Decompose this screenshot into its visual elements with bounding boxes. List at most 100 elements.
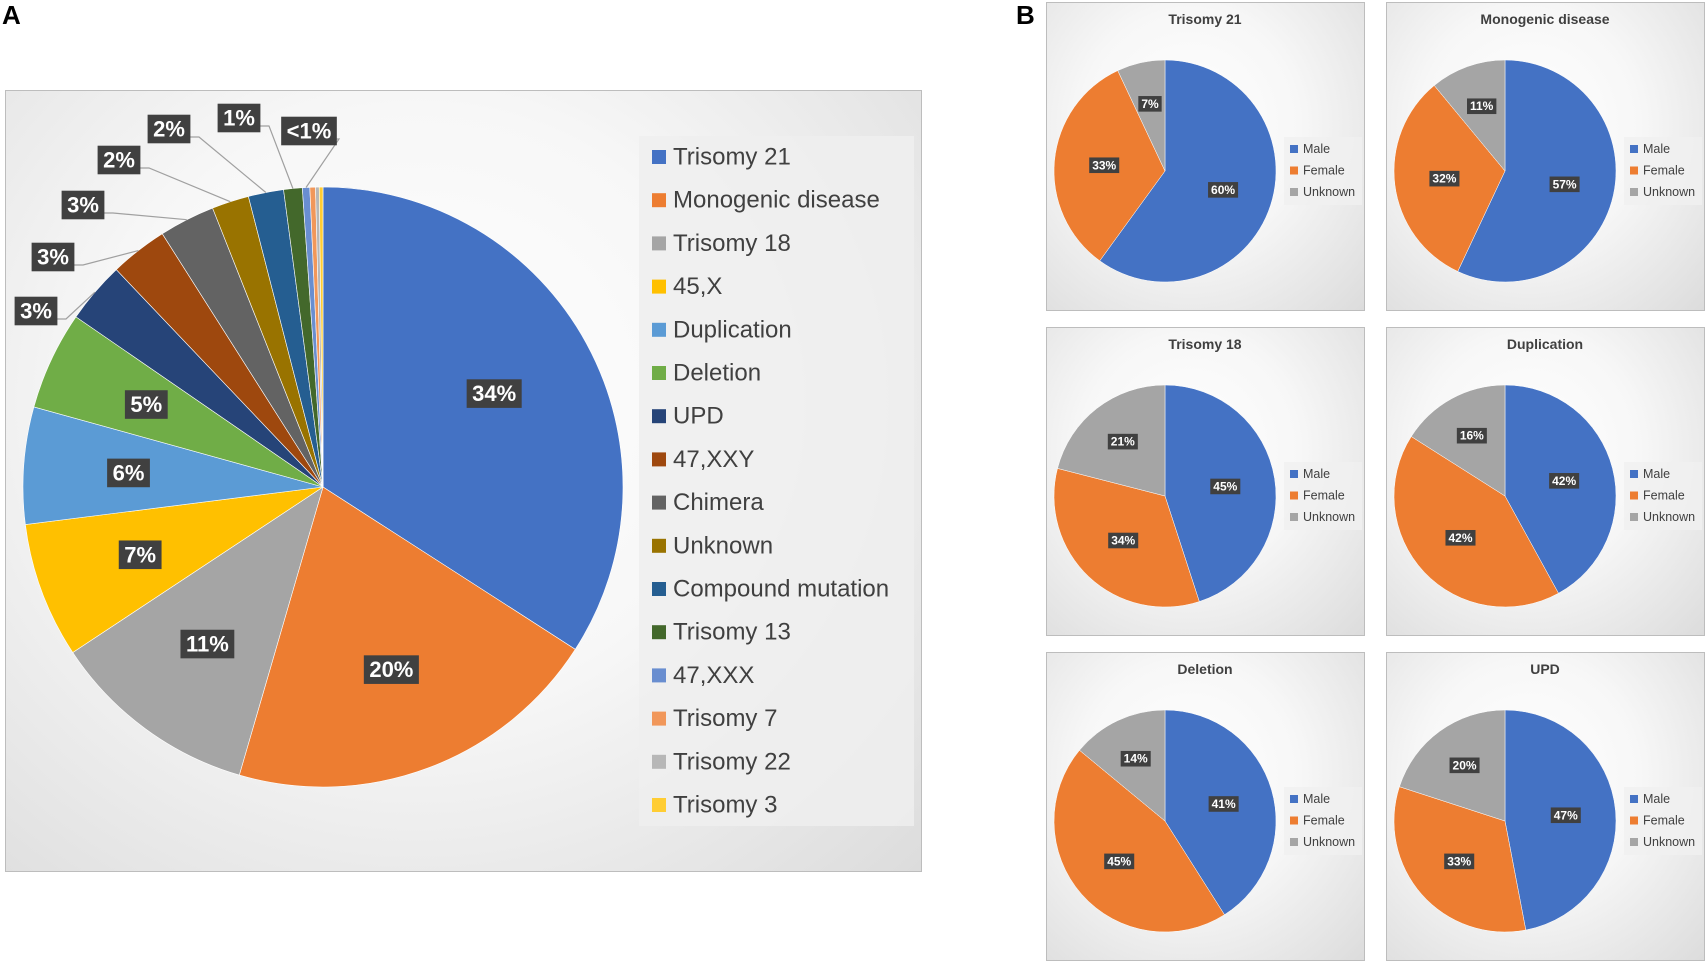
duplication-slice-male-label: 42% bbox=[1552, 474, 1576, 488]
legend-label-trisomy-22: Trisomy 22 bbox=[673, 748, 791, 775]
slice-chimera-label-box bbox=[61, 190, 105, 220]
trisomy-21-legend-swatch-male bbox=[1290, 145, 1298, 153]
duplication-slice-male-label-box bbox=[1549, 473, 1580, 489]
main-pie-svg: 34%20%11%7%6%5%3%3%3%2%2% 1%<1%Trisomy 21… bbox=[14, 103, 914, 826]
legend-swatch-compound-mutation bbox=[652, 582, 666, 596]
monogenic-disease-slice-male-label-group: 57% bbox=[1549, 176, 1580, 193]
legend-label-unknown: Unknown bbox=[673, 532, 773, 559]
trisomy-21-slice-female-label: 33% bbox=[1092, 158, 1116, 172]
trisomy-21-legend-label-female: Female bbox=[1303, 164, 1345, 178]
trisomy-18-slice-male-label: 45% bbox=[1213, 479, 1237, 493]
panel-a-letter: A bbox=[2, 0, 21, 30]
chart-title-deletion: Deletion bbox=[1177, 661, 1232, 677]
deletion-legend-swatch-female bbox=[1290, 816, 1298, 825]
trisomy-21-legend-label-male: Male bbox=[1303, 142, 1330, 156]
trisomy-18-legend-label-unknown: Unknown bbox=[1303, 510, 1355, 524]
legend-label-compound-mutation: Compound mutation bbox=[673, 576, 889, 603]
duplication-slice-male-label-group: 42% bbox=[1549, 473, 1580, 489]
slice-deletion-label: 5% bbox=[130, 392, 162, 417]
slice-upd-leader-line bbox=[56, 291, 96, 320]
trisomy-21-slice-female-label-box bbox=[1089, 157, 1120, 174]
duplication-slice-male bbox=[1504, 384, 1617, 594]
duplication-slice-unknown-label: 16% bbox=[1460, 429, 1484, 443]
sex-pie-svg-monogenic: Monogenic disease 57% 32% 11% Male Female Unkn… bbox=[1393, 11, 1702, 283]
monogenic-disease-slice-female-label: 32% bbox=[1432, 172, 1456, 186]
slice-45-x-label: 7% bbox=[124, 542, 156, 567]
sex-pie-chart-trisomy-21: Trisomy 21 60% 33% 7% Male Female Unknown bbox=[1046, 2, 1365, 311]
upd-slice-unknown-label-box bbox=[1449, 757, 1480, 774]
slice-unknown-label: 2% bbox=[103, 148, 135, 173]
legend-swatch-47-xxy bbox=[652, 452, 666, 467]
legend-label-trisomy-18: Trisomy 18 bbox=[673, 230, 791, 257]
monogenic-disease-slice-unknown-label: 11% bbox=[1470, 99, 1494, 113]
trisomy-18-slice-female-label-group: 34% bbox=[1108, 532, 1139, 549]
deletion-slice-female bbox=[1053, 749, 1225, 933]
chart-title-trisomy-18: Trisomy 18 bbox=[1168, 336, 1241, 352]
main-legend-background bbox=[639, 136, 914, 826]
legend-swatch-unknown bbox=[652, 538, 666, 553]
duplication-legend-label-male: Male bbox=[1643, 467, 1670, 481]
deletion-slice-female-label-box bbox=[1104, 853, 1135, 870]
deletion-slice-unknown-label-box bbox=[1120, 750, 1151, 767]
deletion-legend-swatch-male bbox=[1290, 795, 1298, 803]
legend-label-duplication: Duplication bbox=[673, 316, 792, 343]
slice-trisomy-21-label-box bbox=[466, 379, 522, 408]
main-pie-chart: 34% 20% 11% 7% 6% 5% 3% 3% 3% 2% 2% 1% <1% Trisomy 21… bbox=[5, 90, 922, 872]
deletion-slice-male bbox=[1164, 709, 1277, 916]
deletion-slice-unknown-label-group: 14% bbox=[1120, 750, 1151, 767]
trisomy-21-slice-unknown-label-group: 7% bbox=[1138, 96, 1162, 112]
trisomy-18-legend-swatch-female bbox=[1290, 491, 1298, 500]
upd-legend-label-male: Male bbox=[1643, 792, 1670, 806]
legend-swatch-trisomy-18 bbox=[652, 236, 666, 251]
trisomy-21-slice-male-label: 60% bbox=[1211, 183, 1235, 197]
monogenic-disease-legend: Male Female Unknown bbox=[1624, 137, 1702, 205]
upd-slice-unknown-label: 20% bbox=[1453, 758, 1477, 772]
slice-monogenic-disease-label-box bbox=[363, 655, 419, 684]
legend-label-trisomy-3: Trisomy 3 bbox=[673, 792, 777, 819]
sex-pie-chart-deletion: Deletion 41% 45% 14% Male Female Unknown bbox=[1046, 652, 1365, 961]
slice-compound-mutation-leader-line bbox=[189, 136, 267, 193]
trisomy-18-slice-female-label-box bbox=[1108, 532, 1139, 549]
legend-label-45-x: 45,X bbox=[673, 273, 722, 300]
slice-deletion-label-group: 5% bbox=[124, 390, 168, 419]
deletion-slice-female-label: 45% bbox=[1107, 854, 1131, 868]
trisomy-18-legend-swatch-male bbox=[1290, 470, 1298, 478]
monogenic-disease-legend-label-female: Female bbox=[1643, 164, 1685, 178]
slice-45-x bbox=[25, 486, 324, 653]
deletion-slice-male-label-group: 41% bbox=[1208, 796, 1239, 812]
deletion-slice-male-label-box bbox=[1208, 796, 1239, 812]
upd-slice-male-label-box bbox=[1550, 807, 1581, 824]
slice-duplication-label: 6% bbox=[113, 460, 145, 485]
upd-legend-swatch-female bbox=[1630, 816, 1638, 825]
monogenic-disease-legend-swatch-unknown bbox=[1630, 188, 1638, 196]
trisomy-18-legend: Male Female Unknown bbox=[1284, 462, 1362, 530]
upd-legend-swatch-male bbox=[1630, 795, 1638, 803]
slice-trisomy-13-label-group: 1% bbox=[217, 103, 261, 133]
duplication-legend-label-female: Female bbox=[1643, 489, 1685, 503]
slice-trisomy-21 bbox=[322, 186, 624, 650]
legend-swatch-trisomy-3 bbox=[652, 798, 666, 812]
slice-47-xxx-label-group: <1% bbox=[281, 116, 337, 146]
legend-swatch-chimera bbox=[652, 495, 666, 510]
legend-swatch-monogenic-disease bbox=[652, 193, 666, 208]
slice-trisomy-18-label-group: 11% bbox=[180, 629, 235, 659]
legend-label-chimera: Chimera bbox=[673, 489, 764, 516]
monogenic-disease-slice-female-label-group: 32% bbox=[1429, 170, 1460, 187]
duplication-slice-female-label-box bbox=[1445, 529, 1476, 546]
upd-slice-female-label-box bbox=[1444, 853, 1475, 870]
chart-title-monogenic-disease: Monogenic disease bbox=[1480, 11, 1609, 27]
slice-upd-label: 3% bbox=[20, 299, 52, 324]
upd-legend-label-unknown: Unknown bbox=[1643, 835, 1695, 849]
trisomy-21-slice-male-label-box bbox=[1208, 182, 1239, 198]
sex-pie-chart-monogenic: Monogenic disease 57% 32% 11% Male Female Unkn… bbox=[1386, 2, 1705, 311]
sex-pie-chart-trisomy-18: Trisomy 18 45% 34% 21% Male Female Unknown bbox=[1046, 327, 1365, 636]
legend-label-upd: UPD bbox=[673, 403, 724, 430]
sex-pie-svg-upd: UPD 47% 33% 20% Male Female Unknown bbox=[1393, 661, 1702, 933]
monogenic-disease-slice-unknown bbox=[1433, 59, 1506, 172]
slice-47-xxx-label: <1% bbox=[287, 119, 332, 144]
slice-monogenic-disease-label: 20% bbox=[369, 657, 413, 682]
deletion-slice-male-label: 41% bbox=[1212, 797, 1236, 811]
legend-label-monogenic-disease: Monogenic disease bbox=[673, 187, 880, 214]
duplication-legend: Male Female Unknown bbox=[1624, 462, 1702, 530]
slice-47-xxy-label-group: 3% bbox=[31, 242, 75, 272]
